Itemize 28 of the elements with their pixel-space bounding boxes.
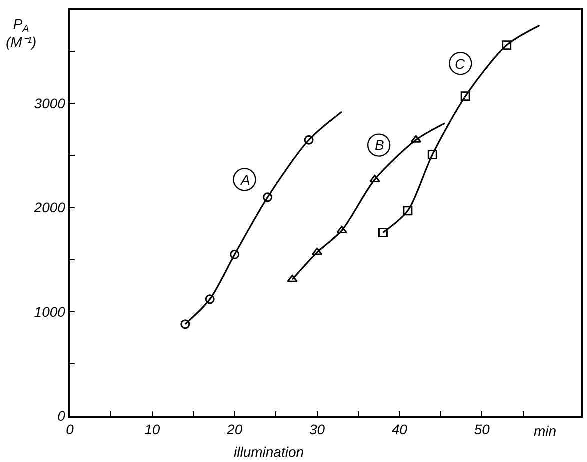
text: min [534,423,557,439]
point [304,135,314,145]
point [336,226,348,234]
point [205,294,215,304]
y-tick-label: 1000 [34,304,66,320]
point [263,192,273,202]
point [428,150,438,160]
x-axis-title: illumination [234,444,304,460]
x-tick-label: 40 [392,422,408,438]
point [370,174,380,182]
point [287,274,298,282]
annotation: B [375,137,384,153]
point [180,320,190,330]
x-tick-label: 20 [226,422,243,438]
y-axis-title: P$_{A}$ (M⁻¹) [6,16,37,50]
point [403,206,413,216]
y-tick-label: 0 [58,408,66,424]
x-tick-label: 10 [144,422,160,438]
point [378,228,388,238]
point [460,92,470,102]
annotation: A [240,172,250,188]
x-tick-label: 50 [474,422,490,438]
y-tick-label: 3000 [34,96,66,112]
point [230,250,240,260]
annotation: C [455,56,466,72]
point [502,40,512,50]
x-tick-label: 30 [309,422,326,438]
y-tick-label: 2000 [33,200,66,216]
